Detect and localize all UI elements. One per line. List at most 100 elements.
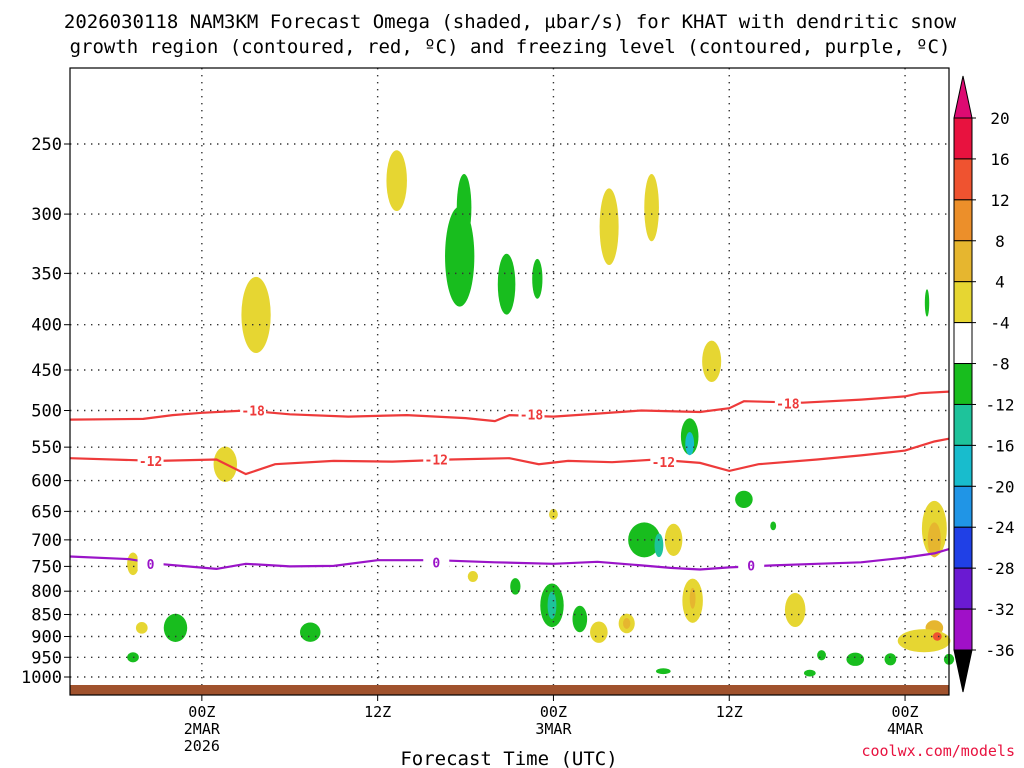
colorbar: 20 16 12 8 4 -4 -8 -12 -16 -20 -24 -28 -32 -36 [953, 75, 1015, 693]
colorbar-swatch [953, 526, 973, 569]
colorbar-swatch [953, 403, 973, 446]
x-tick-label: 12Z [364, 703, 391, 721]
colorbar-label: -8 [990, 355, 1009, 374]
omega-blob [386, 150, 407, 212]
omega-blob [547, 591, 557, 620]
contour-label: -12 [139, 455, 162, 470]
omega-blob [770, 521, 777, 531]
colorbar-label: -32 [986, 600, 1015, 619]
omega-blob [532, 258, 543, 299]
omega-blob [599, 188, 619, 266]
contour-label: -12 [652, 456, 675, 471]
omega-blob [590, 621, 608, 643]
colorbar-label: -4 [990, 314, 1009, 333]
contour-label-bg [423, 451, 450, 466]
omega-blob [300, 622, 321, 642]
omega-blob [702, 340, 722, 383]
x-tick-label: 00Z [188, 703, 215, 721]
x-axis-title: Forecast Time (UTC) [400, 748, 617, 768]
omega-blob [685, 432, 695, 456]
omega-blob [572, 605, 588, 633]
contour-label: -12 [425, 454, 448, 469]
omega-blob [644, 173, 659, 242]
y-tick-label: 850 [31, 606, 62, 626]
colorbar-label: -24 [986, 518, 1015, 537]
colorbar-label: -16 [986, 436, 1015, 455]
omega-blob [817, 650, 826, 661]
colorbar-swatch [953, 199, 973, 242]
chart-title-line2: growth region (contoured, red, ºC) and f… [70, 36, 951, 58]
omega-blob [456, 173, 472, 242]
colorbar-label: -12 [986, 395, 1015, 414]
contour-label: 0 [147, 558, 155, 573]
y-tick-label: 400 [31, 316, 62, 336]
omega-blob [784, 592, 806, 627]
x-tick-label: 00Z [892, 703, 919, 721]
colorbar-swatch [953, 567, 973, 610]
omega-blob [927, 522, 941, 558]
omega-blob [163, 613, 188, 642]
colorbar-bottom-triangle [953, 649, 973, 693]
colorbar-label: -36 [986, 641, 1015, 660]
x-tick-label: 12Z [716, 703, 743, 721]
omega-blob [803, 669, 816, 677]
y-tick-label: 500 [31, 402, 62, 422]
omega-blob [127, 652, 139, 663]
omega-blob [884, 653, 897, 666]
y-tick-label: 600 [31, 472, 62, 492]
plot-frame [69, 67, 950, 696]
chart-title-line1: 2026030118 NAM3KM Forecast Omega (shaded… [64, 11, 957, 33]
y-tick-label: 900 [31, 627, 62, 647]
colorbar-label: 20 [990, 109, 1009, 128]
colorbar-swatch [953, 281, 973, 324]
omega-blob [549, 508, 558, 520]
omega-blob [846, 652, 865, 666]
y-tick-label: 950 [31, 648, 62, 668]
omega-blob [241, 276, 271, 354]
x-date-label: 4MAR [887, 720, 924, 738]
contour-line [69, 437, 950, 476]
omega-blob [664, 523, 683, 556]
contour-label-bg [137, 555, 164, 570]
y-tick-label: 550 [31, 438, 62, 458]
omega-blob [497, 253, 516, 315]
y-tick-label: 700 [31, 531, 62, 551]
contour-label-bg [518, 406, 545, 421]
colorbar-label: 16 [990, 150, 1009, 169]
contour-label-bg [240, 402, 267, 417]
omega-blob [735, 490, 753, 508]
y-tick-label: 750 [31, 557, 62, 577]
colorbar-label: 8 [995, 232, 1005, 251]
contour-label: -18 [520, 408, 544, 423]
colorbar-top-triangle [953, 75, 973, 119]
omega-blob [467, 571, 479, 583]
omega-shading [127, 150, 955, 677]
y-tick-label: 1000 [21, 668, 62, 688]
contour-label: 0 [432, 556, 440, 571]
colorbar-swatch [953, 158, 973, 201]
temperature-contours: -18 -18 -18 -12 -12 -12 0 0 0 [69, 390, 950, 574]
colorbar-label: 12 [990, 191, 1009, 210]
colorbar-swatch [953, 117, 973, 160]
omega-blob [127, 552, 139, 576]
x-year-label: 2026 [184, 737, 220, 755]
colorbar-swatch [953, 322, 973, 365]
contour-label-bg [137, 452, 164, 467]
colorbar-swatch [953, 444, 973, 487]
contour-label-bg [423, 554, 450, 569]
colorbar-label: -20 [986, 477, 1015, 496]
omega-blob [654, 533, 664, 558]
contour-line [69, 548, 950, 571]
ground-surface [70, 685, 949, 695]
colorbar-label: 4 [995, 273, 1005, 292]
omega-blob [689, 587, 696, 609]
omega-blob [656, 668, 671, 675]
omega-blob [623, 618, 631, 629]
y-tick-label: 800 [31, 582, 62, 602]
x-tick-label: 00Z [540, 703, 567, 721]
y-axis-ticks: 2503003504004505005506006507007508008509… [21, 135, 70, 688]
colorbar-swatch [953, 363, 973, 405]
y-tick-label: 250 [31, 135, 62, 155]
